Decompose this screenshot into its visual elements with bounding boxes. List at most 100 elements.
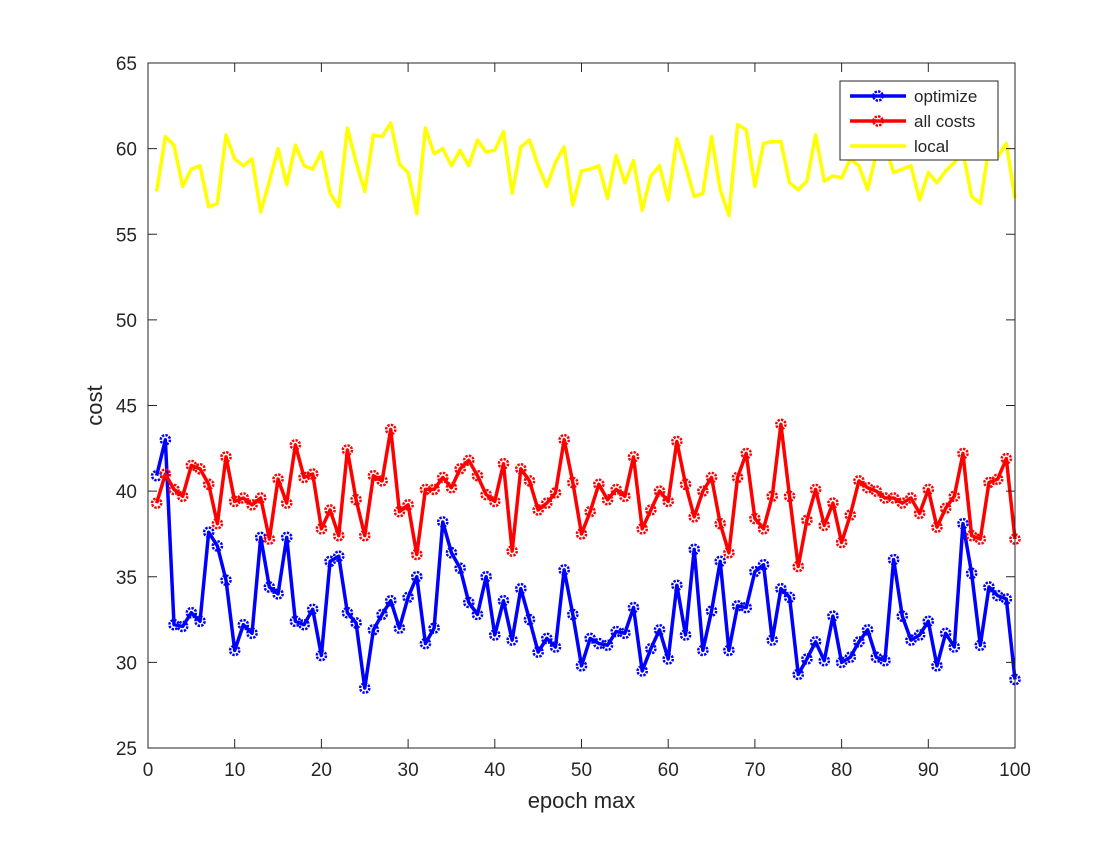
data-point-optimize bbox=[645, 642, 657, 655]
data-point-optimize bbox=[358, 682, 371, 694]
data-point-all-costs bbox=[566, 476, 579, 489]
data-point-optimize bbox=[419, 637, 432, 650]
series-line-optimize bbox=[154, 438, 1017, 690]
data-point-all-costs bbox=[514, 463, 527, 475]
data-point-optimize bbox=[185, 606, 198, 619]
data-point-all-costs bbox=[532, 504, 545, 516]
data-point-optimize bbox=[714, 555, 727, 568]
data-point-optimize bbox=[324, 555, 336, 568]
data-point-all-costs bbox=[809, 483, 822, 496]
x-axis-title: epoch max bbox=[528, 788, 636, 813]
legend-label: all costs bbox=[914, 112, 975, 131]
x-tick-label: 50 bbox=[571, 760, 592, 781]
x-tick-label: 30 bbox=[398, 760, 419, 781]
data-point-optimize bbox=[462, 596, 475, 609]
data-point-all-costs bbox=[289, 439, 302, 451]
data-point-optimize bbox=[948, 641, 961, 653]
data-point-all-costs bbox=[471, 469, 484, 482]
data-point-all-costs bbox=[801, 514, 813, 527]
data-point-all-costs bbox=[766, 490, 779, 503]
data-point-all-costs bbox=[549, 486, 562, 499]
data-point-optimize bbox=[783, 591, 796, 604]
data-point-optimize bbox=[965, 567, 978, 580]
data-point-all-costs bbox=[931, 521, 943, 533]
data-point-all-costs bbox=[436, 471, 449, 484]
data-point-optimize bbox=[983, 581, 995, 593]
data-point-all-costs bbox=[896, 497, 909, 509]
data-point-all-costs bbox=[263, 533, 276, 545]
data-point-all-costs bbox=[445, 481, 458, 494]
data-point-all-costs bbox=[159, 468, 172, 480]
data-point-optimize bbox=[861, 623, 874, 636]
data-point-all-costs bbox=[922, 483, 935, 496]
data-point-optimize bbox=[662, 653, 675, 665]
data-point-optimize bbox=[237, 618, 250, 631]
data-point-optimize bbox=[332, 550, 345, 563]
data-point-optimize bbox=[558, 564, 571, 576]
data-point-optimize bbox=[202, 526, 215, 539]
data-point-optimize bbox=[566, 608, 579, 621]
data-point-all-costs bbox=[861, 481, 874, 494]
data-point-all-costs bbox=[671, 435, 683, 448]
data-point-optimize bbox=[436, 516, 449, 528]
data-point-optimize bbox=[627, 601, 640, 614]
data-point-all-costs bbox=[627, 451, 640, 463]
x-tick-label: 60 bbox=[658, 760, 679, 781]
data-point-optimize bbox=[246, 627, 258, 640]
data-point-all-costs bbox=[974, 533, 987, 545]
data-point-all-costs bbox=[939, 502, 952, 515]
data-point-all-costs bbox=[844, 509, 857, 521]
y-tick-label: 60 bbox=[116, 140, 137, 161]
data-point-optimize bbox=[697, 644, 709, 657]
x-tick-label: 10 bbox=[224, 760, 245, 781]
data-point-all-costs bbox=[358, 529, 371, 542]
data-point-optimize bbox=[523, 613, 536, 626]
legend-item-optimize: optimize bbox=[850, 87, 977, 106]
data-point-optimize bbox=[688, 543, 701, 556]
data-point-all-costs bbox=[887, 492, 900, 504]
data-point-optimize bbox=[887, 553, 900, 566]
data-point-all-costs bbox=[645, 504, 657, 516]
data-point-all-costs bbox=[237, 492, 250, 504]
data-point-optimize bbox=[922, 615, 935, 628]
y-tick-label: 50 bbox=[116, 311, 137, 332]
data-point-optimize bbox=[896, 610, 909, 622]
data-point-optimize bbox=[350, 617, 362, 629]
data-point-optimize bbox=[974, 639, 987, 652]
data-point-all-costs bbox=[428, 483, 440, 496]
data-point-all-costs bbox=[202, 478, 215, 491]
data-point-optimize bbox=[211, 540, 224, 552]
data-point-optimize bbox=[454, 562, 466, 575]
series-layer bbox=[150, 121, 1021, 694]
data-point-all-costs bbox=[367, 469, 380, 482]
data-point-optimize bbox=[445, 546, 458, 559]
legend-item-all-costs: all costs bbox=[850, 112, 975, 131]
legend-item-local: local bbox=[850, 137, 949, 156]
data-point-optimize bbox=[306, 603, 319, 616]
data-point-all-costs bbox=[601, 493, 614, 506]
data-point-optimize bbox=[532, 646, 545, 658]
data-point-optimize bbox=[514, 582, 527, 595]
data-point-optimize bbox=[844, 651, 857, 664]
data-point-optimize bbox=[402, 591, 414, 604]
x-tick-label: 80 bbox=[831, 760, 852, 781]
data-point-all-costs bbox=[714, 517, 727, 530]
legend-marker bbox=[872, 90, 884, 102]
data-point-all-costs bbox=[402, 498, 414, 511]
data-point-optimize bbox=[497, 594, 510, 607]
data-point-all-costs bbox=[853, 475, 865, 487]
data-point-optimize bbox=[506, 634, 518, 646]
data-point-all-costs bbox=[879, 492, 891, 504]
data-point-optimize bbox=[809, 635, 822, 648]
data-point-optimize bbox=[376, 608, 388, 621]
data-point-all-costs bbox=[679, 478, 692, 491]
data-point-optimize bbox=[263, 581, 276, 593]
data-point-all-costs bbox=[384, 423, 397, 436]
data-point-all-costs bbox=[775, 418, 787, 431]
data-point-optimize bbox=[653, 623, 666, 636]
y-tick-label: 65 bbox=[116, 54, 137, 75]
data-point-optimize bbox=[679, 629, 692, 641]
data-point-optimize bbox=[393, 622, 406, 634]
